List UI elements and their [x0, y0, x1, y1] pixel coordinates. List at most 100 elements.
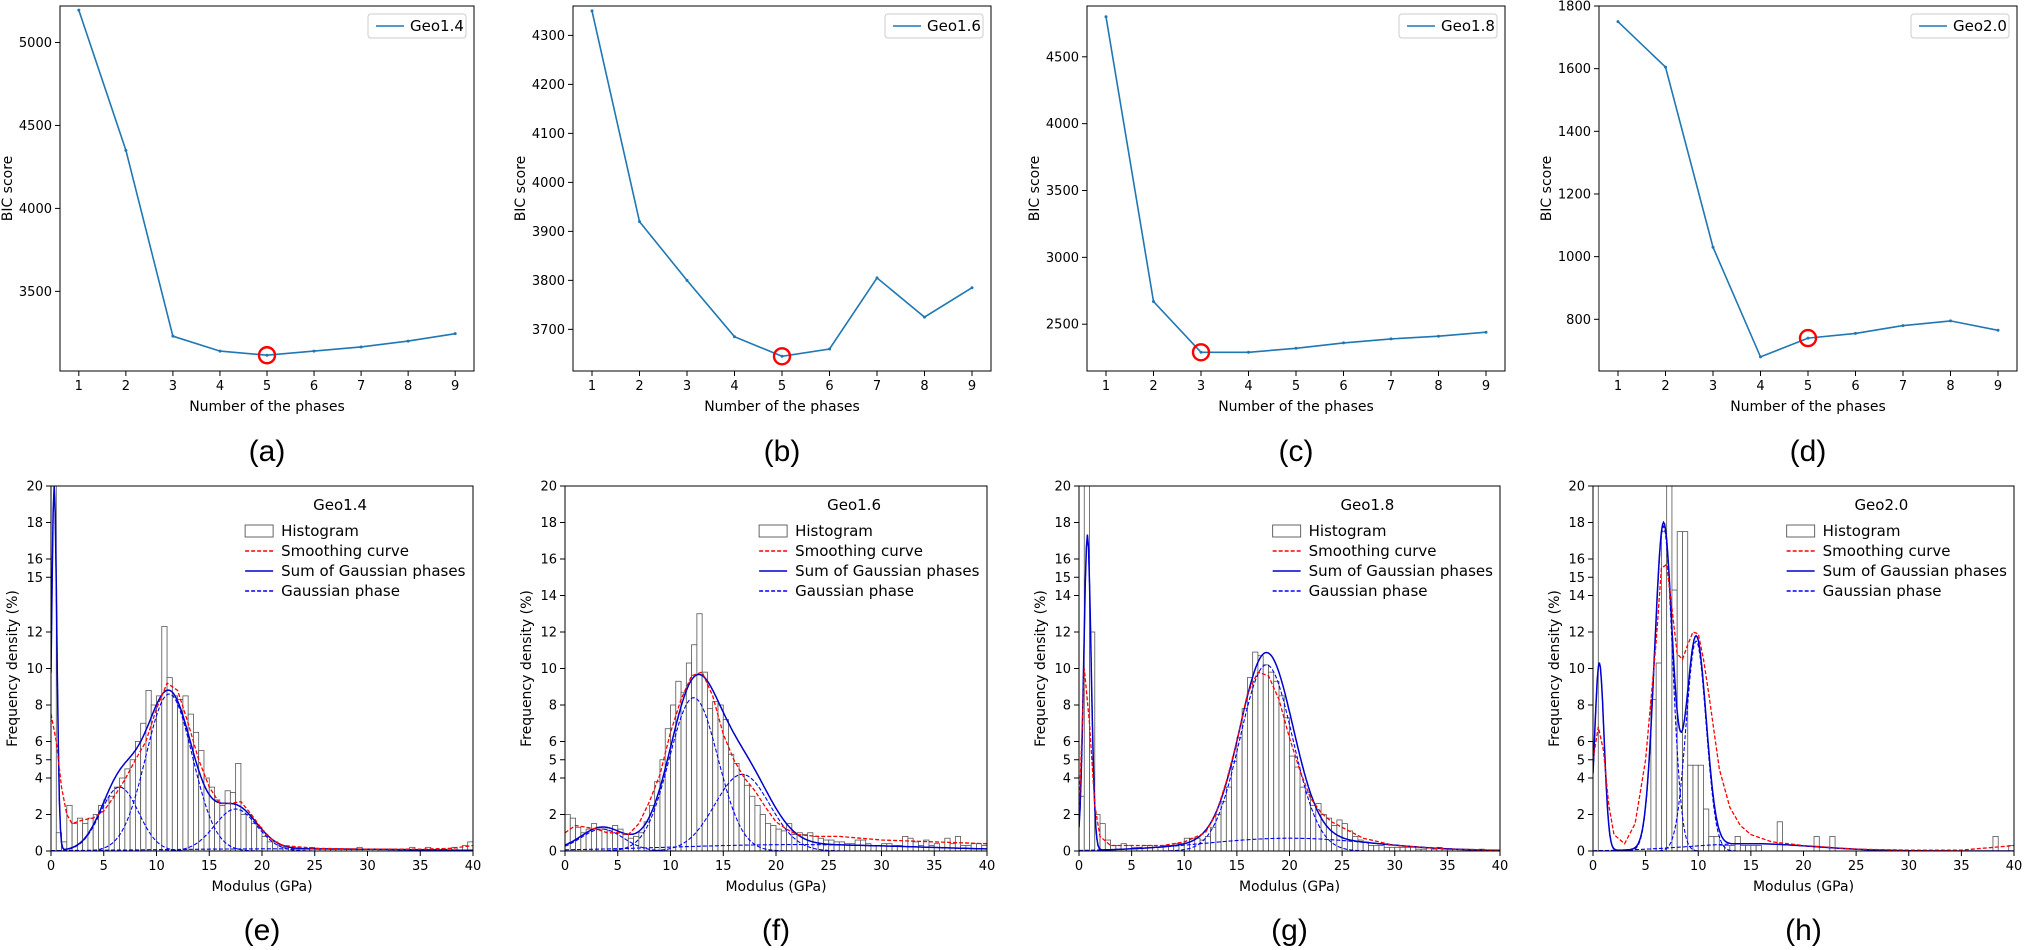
- histogram-bar: [728, 753, 735, 851]
- y-tick-label: 4500: [1046, 50, 1079, 65]
- gaussian-phase-curve: [565, 844, 987, 851]
- legend-label: Gaussian phase: [281, 582, 400, 600]
- histogram-bar: [1755, 845, 1762, 851]
- legend-box: [1910, 13, 2010, 39]
- histogram-bar: [1231, 761, 1238, 851]
- x-tick-label: 40: [465, 859, 482, 874]
- x-tick-label: 40: [1492, 859, 1509, 874]
- legend-label: Gaussian phase: [1309, 582, 1428, 600]
- x-tick-label: 5: [778, 379, 786, 394]
- y-tick-label: 4000: [19, 202, 52, 217]
- histogram-bar: [156, 695, 163, 851]
- gaussian-phase-curve: [51, 808, 473, 851]
- bic-point: [1484, 330, 1488, 334]
- histogram-bar: [1676, 531, 1683, 851]
- x-tick-label: 2: [122, 379, 130, 394]
- legend: Geo1.6: [884, 13, 984, 39]
- x-tick-label: 20: [1281, 859, 1298, 874]
- bic-point: [875, 276, 879, 280]
- x-tick-label: 10: [1176, 859, 1193, 874]
- x-tick-label: 4: [216, 379, 224, 394]
- bic-point: [1294, 346, 1298, 350]
- x-axis-label: Number of the phases: [704, 399, 860, 415]
- histogram-bar: [108, 795, 115, 851]
- x-tick-label: 5: [1641, 859, 1649, 874]
- bic-point: [1616, 20, 1620, 24]
- histogram-bar: [970, 843, 977, 851]
- y-tick-label: 14: [1568, 589, 1585, 604]
- legend-box: [1398, 13, 1498, 39]
- x-tick-label: 20: [254, 859, 271, 874]
- gaussian-phase-curve: [1593, 524, 2014, 851]
- x-tick-label: 15: [1229, 859, 1246, 874]
- histogram-bar: [1273, 680, 1280, 851]
- x-tick-label: 5: [1292, 379, 1300, 394]
- y-tick-label: 800: [1566, 313, 1591, 328]
- histogram-bar: [828, 839, 835, 851]
- histogram-bar: [1697, 764, 1704, 851]
- chart-panel-h: 0 5 10 15 20 25 30 35 40 0 2 4 5 6 8 10 12 14 15 16 18 20 Modu…: [1547, 480, 2022, 948]
- plot-frame: [564, 485, 988, 852]
- x-axis-label: Number of the phases: [1218, 399, 1374, 415]
- histogram-bar: [712, 700, 719, 851]
- chart-title: Geo1.4: [313, 496, 367, 514]
- histogram-bar: [76, 817, 84, 851]
- x-tick-label: 25: [1334, 859, 1351, 874]
- y-tick-label: 4300: [532, 29, 565, 44]
- x-tick-label: 5: [100, 859, 108, 874]
- bic-point: [171, 334, 175, 338]
- optimal-phase-marker: [772, 347, 792, 366]
- x-tick-label: 5: [263, 379, 271, 394]
- histogram-bar: [224, 790, 231, 851]
- x-tick-label: 10: [1690, 859, 1707, 874]
- histogram-bar: [707, 708, 714, 851]
- chart-title: Geo1.6: [827, 496, 881, 514]
- x-tick-label: 15: [201, 859, 218, 874]
- legend-box: [367, 13, 467, 39]
- bic-point: [1199, 350, 1203, 354]
- y-tick-label: 18: [540, 516, 557, 531]
- x-tick-label: 9: [451, 379, 459, 394]
- x-tick-label: 3: [1197, 379, 1205, 394]
- histogram-bar: [1289, 755, 1296, 851]
- legend-hist-swatch: [1272, 524, 1302, 538]
- y-tick-label: 12: [1568, 626, 1585, 641]
- histogram-bar: [944, 837, 951, 851]
- legend-label: Histogram: [1823, 522, 1901, 540]
- y-tick-label: 2500: [1046, 318, 1079, 333]
- legend: Histogram Smoothing curve Sum of Gaussian …: [758, 522, 980, 600]
- x-tick-label: 30: [359, 859, 376, 874]
- histogram-bar: [780, 830, 787, 851]
- y-axis-label: Frequency density (%): [1547, 590, 1563, 747]
- histogram-bar: [1278, 695, 1285, 851]
- plot-area: [77, 8, 457, 365]
- x-tick-label: 8: [1946, 379, 1954, 394]
- histogram-bar: [1750, 845, 1757, 851]
- optimal-phase-marker: [1798, 328, 1818, 348]
- x-tick-label: 20: [1795, 859, 1812, 874]
- y-tick-label: 20: [1568, 480, 1585, 495]
- histogram-bar: [1992, 836, 1999, 851]
- histogram-bar: [161, 626, 168, 851]
- histogram-bar: [1708, 836, 1715, 851]
- x-tick-label: 1: [588, 379, 596, 394]
- histogram-bar: [1241, 708, 1248, 851]
- x-tick-label: 10: [148, 859, 165, 874]
- histogram-bar: [954, 836, 962, 851]
- y-tick-label: 6: [549, 735, 557, 750]
- histogram-bar: [1829, 836, 1836, 851]
- x-tick-label: 35: [1439, 859, 1456, 874]
- plot-frame: [59, 5, 475, 372]
- panel-label: (e): [244, 914, 281, 946]
- x-tick-label: 6: [1851, 379, 1859, 394]
- panel-label: (g): [1271, 914, 1308, 946]
- histogram-bar: [124, 768, 131, 851]
- x-tick-label: 4: [1756, 379, 1764, 394]
- x-tick-label: 30: [1386, 859, 1403, 874]
- legend-label: Smoothing curve: [795, 542, 923, 560]
- y-tick-label: 14: [1054, 589, 1071, 604]
- histogram-bar: [1331, 825, 1338, 851]
- histogram-bar: [171, 695, 178, 851]
- histogram-bar: [1304, 792, 1311, 851]
- x-tick-label: 30: [873, 859, 890, 874]
